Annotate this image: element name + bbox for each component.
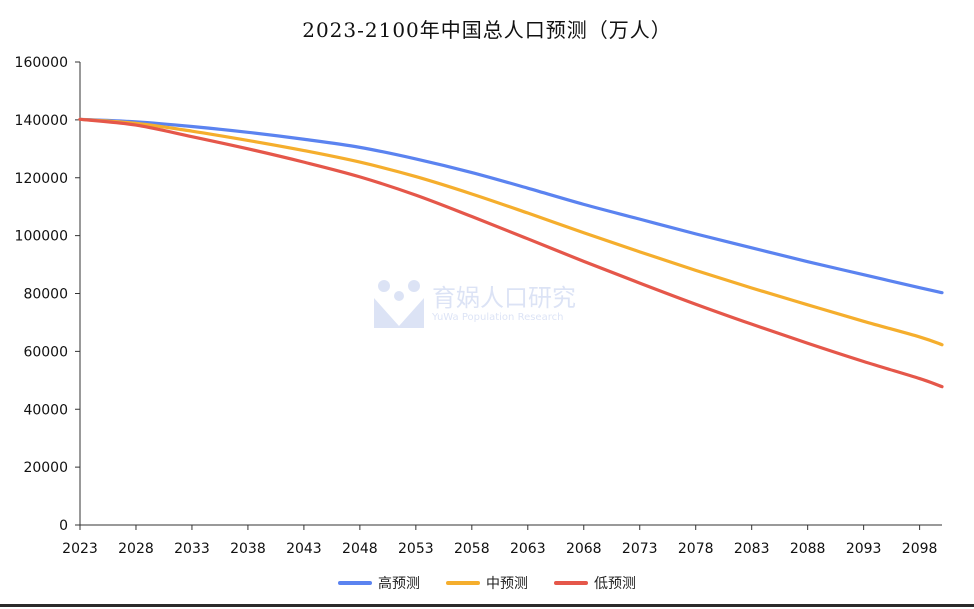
watermark-subtitle: YuWa Population Research [432, 312, 564, 323]
y-tick-label: 40000 [23, 402, 68, 418]
chart-title: 2023-2100年中国总人口预测（万人） [302, 18, 672, 42]
x-tick-label: 2088 [790, 541, 826, 557]
x-tick-label: 2083 [734, 541, 770, 557]
x-tick-label: 2093 [846, 541, 882, 557]
x-tick-label: 2073 [622, 541, 658, 557]
legend: 高预测 中预测 低预测 [0, 573, 974, 593]
x-tick-label: 2068 [566, 541, 602, 557]
watermark-logo-icon [374, 280, 424, 328]
x-tick-label: 2048 [342, 541, 378, 557]
y-tick-label: 120000 [15, 171, 68, 187]
legend-label-low: 低预测 [594, 576, 636, 592]
x-tick-label: 2098 [902, 541, 938, 557]
x-tick-label: 2063 [510, 541, 546, 557]
x-tick-label: 2028 [118, 541, 154, 557]
legend-swatch-low [554, 581, 588, 585]
series-line-high [78, 117, 944, 295]
y-tick-label: 20000 [23, 460, 68, 476]
y-tick-label: 140000 [15, 113, 68, 129]
y-tick-label: 160000 [15, 55, 68, 71]
y-tick-label: 80000 [23, 287, 68, 303]
x-tick-label: 2033 [174, 541, 210, 557]
x-tick-label: 2023 [62, 541, 98, 557]
x-tick-label: 2058 [454, 541, 490, 557]
legend-label-mid: 中预测 [486, 576, 528, 592]
legend-swatch-high [338, 581, 372, 585]
watermark: 育娲人口研究 YuWa Population Research [372, 276, 612, 334]
legend-item-high: 高预测 [338, 573, 420, 593]
legend-label-high: 高预测 [378, 576, 420, 592]
series-line-low [78, 117, 944, 389]
legend-item-mid: 中预测 [446, 573, 528, 593]
bottom-rule [0, 604, 974, 607]
y-tick-label: 100000 [15, 229, 68, 245]
x-tick-label: 2038 [230, 541, 266, 557]
x-tick-label: 2053 [398, 541, 434, 557]
legend-swatch-mid [446, 581, 480, 585]
x-tick-label: 2078 [678, 541, 714, 557]
y-tick-label: 60000 [23, 344, 68, 360]
watermark-text: 育娲人口研究 [432, 284, 576, 312]
series-line-mid [78, 117, 944, 347]
y-tick-label: 0 [59, 518, 68, 534]
x-tick-label: 2043 [286, 541, 322, 557]
legend-item-low: 低预测 [554, 573, 636, 593]
